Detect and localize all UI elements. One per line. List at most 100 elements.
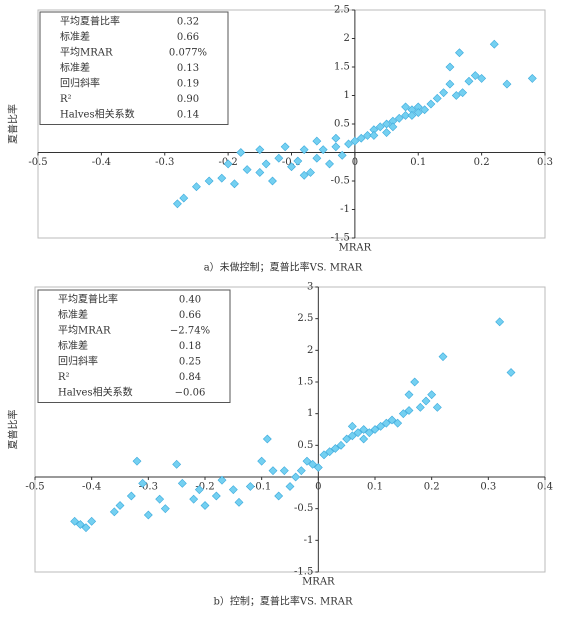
data-point bbox=[245, 482, 255, 491]
x-tick-label: 0.4 bbox=[537, 482, 553, 493]
data-point bbox=[527, 73, 537, 83]
data-point bbox=[160, 504, 170, 514]
data-point bbox=[330, 444, 340, 453]
data-point bbox=[325, 159, 334, 169]
data-point bbox=[236, 148, 246, 157]
data-point bbox=[312, 136, 322, 146]
stats-label: 平均夏普比率 bbox=[58, 293, 118, 306]
data-point bbox=[217, 475, 227, 485]
data-point bbox=[364, 428, 374, 438]
stats-value: 0.40 bbox=[179, 295, 201, 306]
data-point bbox=[261, 159, 271, 169]
data-point bbox=[356, 133, 366, 143]
y-tick-label: -1.5 bbox=[294, 567, 313, 578]
data-point bbox=[401, 102, 410, 112]
stats-value: −2.74% bbox=[170, 326, 210, 337]
data-point bbox=[189, 494, 199, 504]
data-point bbox=[126, 491, 136, 501]
data-point bbox=[81, 523, 91, 533]
data-point bbox=[287, 162, 296, 172]
stats-box bbox=[37, 289, 231, 403]
data-point bbox=[313, 463, 323, 472]
data-point bbox=[407, 111, 417, 120]
x-tick-label: -0.3 bbox=[155, 157, 174, 168]
stats-value: 0.66 bbox=[177, 32, 199, 43]
x-tick-label: 0.1 bbox=[410, 157, 426, 168]
data-point bbox=[401, 111, 410, 120]
y-tick-label: 2.5 bbox=[297, 313, 313, 324]
y-tick-label: 2 bbox=[344, 33, 350, 44]
data-point bbox=[274, 491, 284, 501]
data-point bbox=[375, 122, 385, 132]
stats-value: −0.06 bbox=[175, 388, 206, 399]
data-point bbox=[204, 176, 214, 186]
y-tick-label: -0.5 bbox=[294, 503, 313, 514]
y-tick-label: 0.5 bbox=[334, 119, 350, 130]
data-point bbox=[319, 450, 329, 460]
data-point bbox=[200, 501, 210, 510]
data-point bbox=[293, 156, 303, 166]
y-tick-label: 1 bbox=[307, 408, 313, 419]
data-point bbox=[234, 497, 244, 507]
data-point bbox=[318, 145, 328, 155]
data-point bbox=[445, 62, 455, 72]
data-point bbox=[299, 170, 309, 180]
stats-value: 0.32 bbox=[177, 17, 199, 28]
data-point bbox=[506, 368, 516, 377]
stats-value: 0.18 bbox=[179, 341, 201, 352]
data-point bbox=[410, 377, 420, 387]
data-point bbox=[75, 520, 85, 529]
data-point bbox=[439, 88, 449, 98]
stats-value: 0.66 bbox=[179, 310, 201, 321]
x-tick-label: -0.3 bbox=[139, 482, 158, 493]
data-point bbox=[370, 425, 380, 434]
data-point bbox=[393, 418, 403, 428]
data-point bbox=[359, 425, 369, 434]
x-tick-label: -0.5 bbox=[25, 482, 44, 493]
data-point bbox=[451, 91, 461, 100]
stats-label: Halves相关系数 bbox=[60, 108, 135, 121]
x-tick-label: -0.4 bbox=[82, 482, 101, 493]
stats-label: 平均MRAR bbox=[60, 47, 113, 59]
y-tick-label: -0.5 bbox=[331, 176, 350, 187]
data-point bbox=[363, 130, 372, 140]
data-point bbox=[230, 179, 239, 189]
data-point bbox=[458, 88, 468, 98]
data-point bbox=[427, 390, 437, 400]
data-point bbox=[495, 317, 505, 327]
data-point bbox=[279, 466, 289, 476]
stats-value: 0.90 bbox=[177, 94, 199, 105]
data-point bbox=[404, 390, 414, 400]
x-axis-label: MRAR bbox=[339, 243, 372, 254]
data-point bbox=[306, 168, 315, 177]
data-point bbox=[477, 73, 487, 83]
data-point bbox=[302, 456, 312, 466]
data-point bbox=[470, 71, 480, 80]
y-tick-label: 0.5 bbox=[297, 440, 313, 451]
data-point bbox=[312, 153, 322, 163]
y-tick-label: -1.5 bbox=[331, 233, 350, 244]
data-point bbox=[347, 421, 357, 431]
stats-value: 0.25 bbox=[179, 357, 201, 368]
data-point bbox=[381, 418, 391, 428]
data-point bbox=[489, 39, 499, 49]
data-point bbox=[268, 466, 278, 476]
y-tick-label: 3 bbox=[307, 282, 313, 293]
data-point bbox=[192, 182, 201, 192]
data-point bbox=[255, 168, 265, 177]
data-point bbox=[421, 396, 431, 406]
data-point bbox=[173, 199, 182, 209]
stats-label: R² bbox=[60, 94, 72, 105]
y-axis-label: 夏普比率 bbox=[7, 410, 20, 450]
data-point bbox=[331, 142, 341, 152]
data-point bbox=[413, 108, 423, 118]
data-point bbox=[211, 491, 221, 501]
data-point bbox=[382, 128, 391, 137]
caption: a）未做控制；夏普比率VS. MRAR bbox=[204, 261, 363, 274]
stats-box bbox=[39, 11, 229, 125]
y-tick-label: 1 bbox=[344, 90, 350, 101]
data-point bbox=[179, 193, 189, 203]
data-point bbox=[242, 165, 252, 175]
data-point bbox=[415, 402, 425, 412]
